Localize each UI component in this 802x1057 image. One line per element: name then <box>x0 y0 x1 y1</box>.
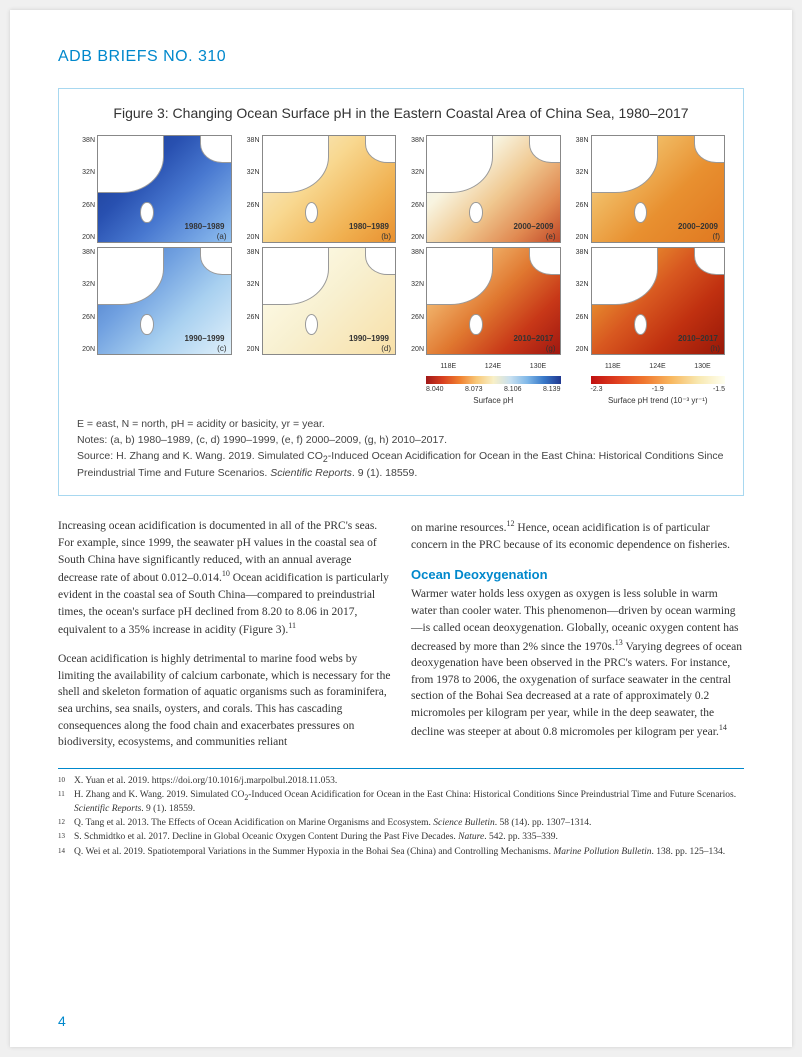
map-area: 2000–2009(e) <box>426 135 561 243</box>
panel-letter: (b) <box>381 232 391 241</box>
panel-letter: (c) <box>217 344 226 353</box>
paragraph: on marine resources.12 Hence, ocean acid… <box>411 518 744 553</box>
colorbar-trend: -2.3-1.9-1.5 Surface pH trend (10⁻³ yr⁻¹… <box>571 376 726 405</box>
footnote: 14Q. Wei et al. 2019. Spatiotemporal Var… <box>58 846 744 859</box>
body-text: Increasing ocean acidification is docume… <box>58 518 744 757</box>
footnotes: 10X. Yuan et al. 2019. https://doi.org/1… <box>58 775 744 859</box>
y-axis-labels: 38N32N26N20N <box>77 135 97 243</box>
panel-letter: (a) <box>217 232 227 241</box>
map-area: 1990–1999(d) <box>262 247 397 355</box>
xaxis-labels: 118E124E130E <box>591 363 726 370</box>
map-panel: 38N32N26N20N1990–1999(c) <box>77 247 232 355</box>
footnote-rule <box>58 768 744 769</box>
footnote: 10X. Yuan et al. 2019. https://doi.org/1… <box>58 775 744 788</box>
y-axis-labels: 38N32N26N20N <box>571 247 591 355</box>
y-axis-labels: 38N32N26N20N <box>571 135 591 243</box>
footnote: 12Q. Tang et al. 2013. The Effects of Oc… <box>58 817 744 830</box>
figure-title: Figure 3: Changing Ocean Surface pH in t… <box>77 105 725 121</box>
colorbar-gradient <box>591 376 726 384</box>
page-number: 4 <box>58 1013 66 1029</box>
figure-notes: E = east, N = north, pH = acidity or bas… <box>77 417 725 481</box>
map-area: 1980–1989(a) <box>97 135 232 243</box>
map-panel: 38N32N26N20N2000–2009(f) <box>571 135 726 243</box>
xaxis-labels: 118E124E130E <box>426 363 561 370</box>
y-axis-labels: 38N32N26N20N <box>77 247 97 355</box>
running-header: ADB BRIEFS NO. 310 <box>58 48 744 66</box>
period-label: 1980–1989 <box>349 222 389 231</box>
legend-line: E = east, N = north, pH = acidity or bas… <box>77 417 725 433</box>
map-panel: 38N32N26N20N1990–1999(d) <box>242 247 397 355</box>
map-panel: 38N32N26N20N2010–2017(g) <box>406 247 561 355</box>
colorbar-row: 8.0408.0738.1068.139 Surface pH -2.3-1.9… <box>77 376 725 405</box>
map-panel: 38N32N26N20N1980–1989(a) <box>77 135 232 243</box>
period-label: 1990–1999 <box>184 334 224 343</box>
period-label: 2010–2017 <box>513 334 553 343</box>
source-line: Source: H. Zhang and K. Wang. 2019. Simu… <box>77 449 725 482</box>
period-label: 1980–1989 <box>184 222 224 231</box>
panel-letter: (f) <box>712 232 720 241</box>
panel-letter: (e) <box>546 232 556 241</box>
section-heading: Ocean Deoxygenation <box>411 566 744 585</box>
panel-letter: (d) <box>381 344 391 353</box>
figure-3: Figure 3: Changing Ocean Surface pH in t… <box>58 88 744 496</box>
paragraph: Ocean acidification is highly detrimenta… <box>58 651 391 751</box>
map-area: 1990–1999(c) <box>97 247 232 355</box>
colorbar-gradient <box>426 376 561 384</box>
panel-letter: (h) <box>710 344 720 353</box>
map-panel: 38N32N26N20N2010–2017(h) <box>571 247 726 355</box>
y-axis-labels: 38N32N26N20N <box>242 247 262 355</box>
notes-line: Notes: (a, b) 1980–1989, (c, d) 1990–199… <box>77 433 725 449</box>
map-panel: 38N32N26N20N1980–1989(b) <box>242 135 397 243</box>
panel-grid: 38N32N26N20N1980–1989(a)38N32N26N20N1980… <box>77 135 725 355</box>
paragraph: Warmer water holds less oxygen as oxygen… <box>411 586 744 740</box>
y-axis-labels: 38N32N26N20N <box>406 247 426 355</box>
panel-letter: (g) <box>546 344 556 353</box>
colorbar-ph: 8.0408.0738.1068.139 Surface pH <box>406 376 561 405</box>
period-label: 2010–2017 <box>678 334 718 343</box>
y-axis-labels: 38N32N26N20N <box>242 135 262 243</box>
map-area: 1980–1989(b) <box>262 135 397 243</box>
footnote: 11H. Zhang and K. Wang. 2019. Simulated … <box>58 789 744 816</box>
map-panel: 38N32N26N20N2000–2009(e) <box>406 135 561 243</box>
paragraph: Increasing ocean acidification is docume… <box>58 518 391 638</box>
xaxis-row: 118E124E130E 118E124E130E <box>77 361 725 370</box>
period-label: 1990–1999 <box>349 334 389 343</box>
map-area: 2010–2017(g) <box>426 247 561 355</box>
page: ADB BRIEFS NO. 310 Figure 3: Changing Oc… <box>10 10 792 1047</box>
footnote: 13S. Schmidtko et al. 2017. Decline in G… <box>58 831 744 844</box>
y-axis-labels: 38N32N26N20N <box>406 135 426 243</box>
period-label: 2000–2009 <box>513 222 553 231</box>
period-label: 2000–2009 <box>678 222 718 231</box>
map-area: 2000–2009(f) <box>591 135 726 243</box>
map-area: 2010–2017(h) <box>591 247 726 355</box>
